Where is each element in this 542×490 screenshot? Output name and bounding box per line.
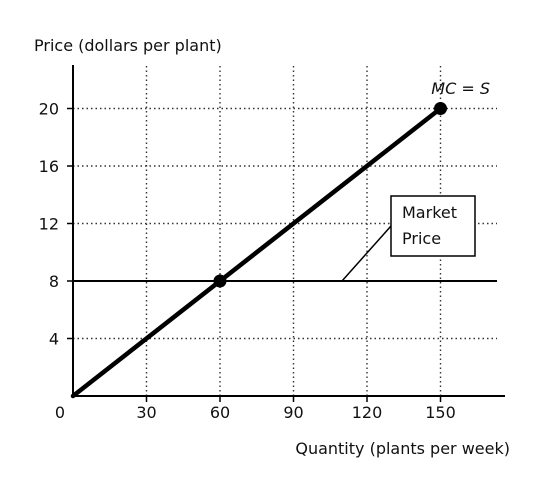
- origin-label: 0: [55, 403, 65, 422]
- market-price-leader: [341, 225, 392, 282]
- market-price-label-line1: Market: [402, 203, 457, 222]
- y-tick-label-8: 8: [49, 272, 59, 291]
- axes: [67, 65, 505, 402]
- y-tick-label-12: 12: [39, 215, 59, 234]
- x-tick-label-90: 90: [283, 403, 303, 422]
- series-line-0: [70, 106, 443, 399]
- y-tick-label-4: 4: [49, 330, 59, 349]
- y-axis-title: Price (dollars per plant): [34, 36, 222, 55]
- y-tick-label-16: 16: [39, 157, 59, 176]
- market-price-label-line2: Price: [402, 229, 441, 248]
- plot-area: [70, 102, 497, 399]
- y-tick-label-20: 20: [39, 100, 59, 119]
- data-point-0: [213, 274, 227, 288]
- x-axis-title: Quantity (plants per week): [295, 439, 510, 458]
- x-tick-label-150: 150: [425, 403, 456, 422]
- tick-labels: 4 8 12 16 20 30 60 90 120 150: [39, 100, 456, 423]
- x-tick-label-30: 30: [136, 403, 156, 422]
- data-point-1: [434, 102, 447, 115]
- x-tick-label-120: 120: [352, 403, 383, 422]
- market-price-box: [390, 195, 476, 257]
- x-tick-label-60: 60: [210, 403, 230, 422]
- series-label: MC = S: [431, 79, 490, 98]
- labels: Price (dollars per plant) Quantity (plan…: [34, 36, 510, 458]
